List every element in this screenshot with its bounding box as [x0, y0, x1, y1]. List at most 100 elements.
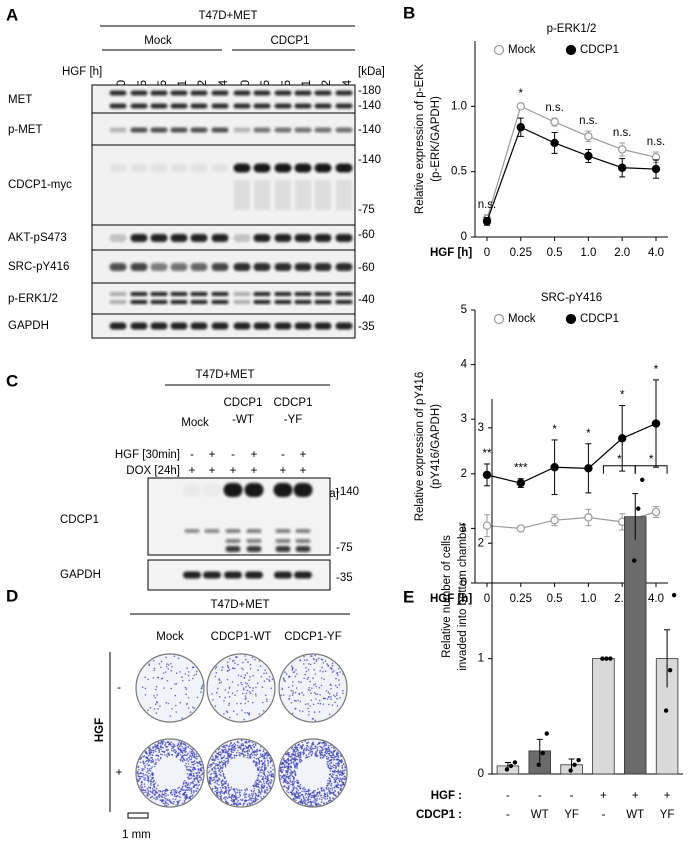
- cell-dot: [141, 767, 143, 770]
- cell-dot: [313, 801, 315, 804]
- cell-dot: [254, 796, 257, 799]
- cell-dot: [140, 786, 142, 789]
- x-tick-label: 2.0: [614, 247, 630, 259]
- cell-dot: [218, 795, 220, 798]
- cell-dot: [269, 786, 272, 789]
- cell-dot: [188, 679, 191, 682]
- cell-dot: [304, 740, 307, 742]
- cell-dot: [237, 799, 240, 802]
- cell-dot: [216, 791, 218, 793]
- cell-dot: [299, 787, 302, 790]
- cell-dot: [321, 790, 323, 792]
- cell-dot: [244, 789, 247, 792]
- cell-dot: [197, 785, 199, 787]
- cell-dot: [216, 780, 219, 783]
- cell-dot: [283, 678, 285, 680]
- cell-dot: [181, 786, 184, 789]
- cell-dot: [208, 770, 211, 772]
- cell-dot: [192, 752, 194, 754]
- cell-dot: [307, 804, 309, 807]
- kda-marker: -140: [358, 154, 381, 166]
- band: [314, 103, 332, 109]
- cell-dot: [222, 784, 224, 786]
- cell-dot: [224, 776, 226, 778]
- cell-dot: [226, 678, 229, 681]
- cell-dot: [292, 681, 294, 683]
- cell-dot: [330, 746, 333, 749]
- cell-dot: [228, 745, 231, 748]
- band: [246, 546, 262, 552]
- cell-dot: [226, 670, 229, 672]
- cell-dot: [185, 754, 188, 757]
- cell-dot: [164, 802, 166, 805]
- cell-dot: [322, 802, 325, 804]
- cell-dot: [334, 789, 336, 792]
- cell-dot: [324, 742, 326, 744]
- cell-dot: [314, 654, 317, 657]
- cell-dot: [211, 779, 214, 782]
- cell-dot: [307, 793, 309, 796]
- cell-dot: [329, 770, 332, 772]
- cell-dot: [233, 790, 236, 793]
- cell-dot: [153, 797, 155, 799]
- cell-dot: [255, 758, 258, 760]
- band: [233, 263, 251, 271]
- cell-dot: [201, 685, 203, 688]
- band: [130, 90, 148, 96]
- data-point: [550, 138, 559, 148]
- band: [130, 234, 148, 242]
- cell-dot: [249, 798, 251, 801]
- cell-dot: [259, 769, 262, 772]
- cell-dot: [234, 662, 236, 664]
- cell-dot: [190, 752, 193, 754]
- cell-dot: [187, 768, 190, 771]
- cell-dot: [209, 765, 212, 768]
- cell-dot: [329, 792, 332, 795]
- cell-dot: [268, 679, 270, 681]
- cell-dot: [171, 754, 173, 756]
- cell-dot: [296, 765, 298, 767]
- band: [109, 263, 127, 271]
- cell-dot: [162, 802, 165, 805]
- cell-dot: [290, 783, 292, 786]
- cell-dot: [222, 787, 224, 789]
- cell-dot: [332, 791, 334, 794]
- cell-dot: [250, 799, 252, 801]
- cell-dot: [252, 675, 254, 677]
- cell-dot: [292, 789, 295, 791]
- cell-dot: [143, 778, 145, 781]
- cell-dot: [171, 708, 173, 710]
- cell-dot: [201, 766, 204, 769]
- cell-dot: [244, 655, 246, 657]
- cell-dot: [245, 793, 248, 795]
- cell-dot: [240, 789, 243, 791]
- cell-dot: [310, 699, 313, 702]
- cell-dot: [244, 788, 246, 791]
- cell-dot: [242, 753, 245, 756]
- cell-dot: [174, 798, 177, 801]
- cell-dot: [155, 796, 158, 799]
- band: [314, 300, 332, 304]
- cell-dot: [143, 774, 145, 776]
- band: [294, 292, 312, 296]
- band: [314, 127, 332, 133]
- cell-dot: [237, 674, 240, 677]
- cell-dot: [333, 670, 335, 672]
- cell-dot: [268, 680, 271, 682]
- cell-dot: [301, 745, 303, 748]
- cell-dot: [147, 747, 150, 749]
- cell-dot: [161, 743, 164, 745]
- band: [335, 292, 353, 296]
- cell-dot: [190, 792, 193, 794]
- cell-dot: [254, 744, 257, 747]
- cell-dot: [149, 780, 152, 782]
- x-row-value: YF: [564, 809, 579, 821]
- cell-dot: [251, 741, 254, 744]
- cell-dot: [330, 782, 333, 785]
- cell-dot: [145, 773, 147, 776]
- cell-dot: [332, 766, 335, 769]
- cell-dot: [153, 695, 155, 697]
- cell-dot: [315, 698, 317, 700]
- cell-dot: [336, 672, 338, 675]
- data-point: [516, 478, 526, 488]
